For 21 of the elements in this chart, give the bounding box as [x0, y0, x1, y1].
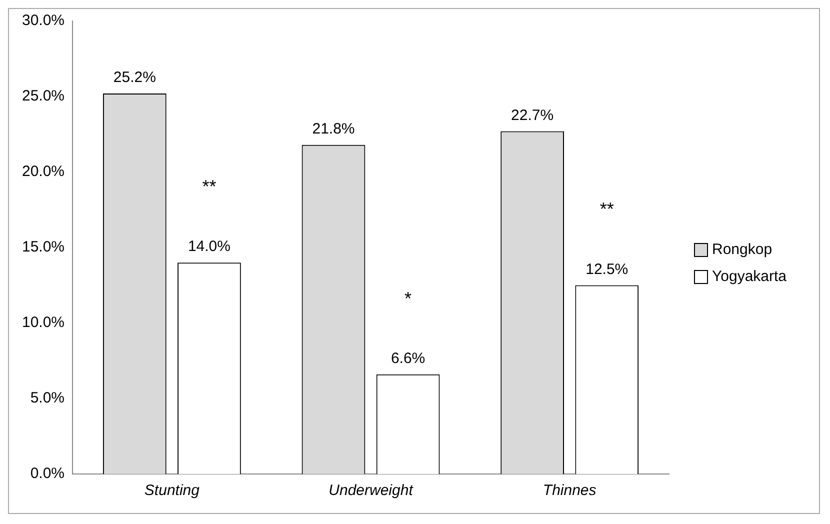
- x-tick-label: Thinnes: [542, 482, 597, 500]
- y-tick-label: 5.0%: [30, 390, 65, 407]
- data-label: 6.6%: [390, 350, 426, 367]
- text: Yogyakarta: [712, 268, 787, 285]
- annotation: **: [202, 176, 216, 197]
- y-tick-label: 0.0%: [30, 465, 65, 482]
- y-tick-label: 15.0%: [22, 238, 65, 256]
- data-label: 12.5%: [586, 260, 628, 278]
- y-tick-label: 30.0%: [22, 12, 65, 30]
- x-tick-label: Underweight: [328, 482, 414, 500]
- y-tick-label: 10.0%: [22, 314, 65, 332]
- annotation: *: [404, 288, 412, 308]
- data-label: 22.7%: [511, 106, 554, 124]
- y-tick-label: 20.0%: [22, 163, 65, 180]
- legend-label: Rongkop: [712, 241, 772, 258]
- data-label: 25.2%: [113, 69, 156, 86]
- x-tick-label: Stunting: [144, 482, 200, 500]
- annotation: **: [600, 199, 614, 220]
- data-label: 14.0%: [188, 238, 230, 256]
- data-label: 21.8%: [312, 120, 355, 138]
- y-tick-label: 25.0%: [22, 88, 65, 105]
